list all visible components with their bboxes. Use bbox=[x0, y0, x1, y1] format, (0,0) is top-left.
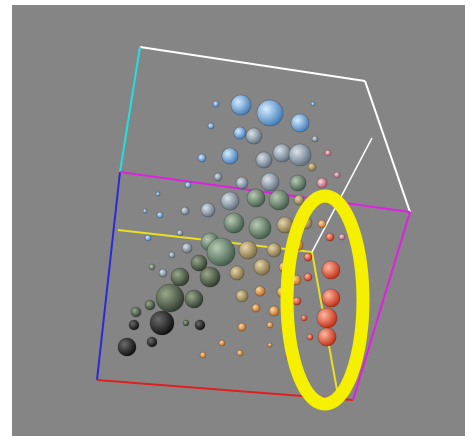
data-sphere bbox=[256, 99, 284, 127]
data-sphere bbox=[235, 176, 249, 190]
data-sphere bbox=[324, 149, 332, 157]
data-sphere bbox=[184, 181, 192, 189]
data-sphere bbox=[233, 126, 247, 140]
data-sphere bbox=[310, 101, 316, 107]
data-sphere bbox=[254, 285, 266, 297]
data-sphere bbox=[316, 307, 338, 329]
section-plane-edge bbox=[119, 171, 411, 213]
data-sphere bbox=[148, 263, 156, 271]
data-sphere bbox=[144, 234, 152, 242]
data-sphere bbox=[190, 254, 208, 272]
data-sphere bbox=[221, 147, 239, 165]
data-sphere bbox=[316, 177, 328, 189]
data-sphere bbox=[289, 174, 307, 192]
highlight-ellipse bbox=[280, 189, 370, 411]
data-sphere bbox=[144, 299, 156, 311]
data-sphere bbox=[128, 319, 140, 331]
data-sphere bbox=[325, 232, 335, 242]
data-sphere bbox=[292, 296, 302, 306]
data-sphere bbox=[199, 266, 221, 288]
data-sphere bbox=[230, 94, 252, 116]
data-sphere bbox=[266, 242, 282, 258]
data-sphere bbox=[317, 219, 327, 229]
data-sphere bbox=[288, 143, 312, 167]
data-sphere bbox=[238, 240, 258, 260]
data-sphere bbox=[229, 265, 245, 281]
data-sphere bbox=[290, 113, 310, 133]
data-sphere bbox=[194, 319, 206, 331]
data-sphere bbox=[197, 153, 207, 163]
data-sphere bbox=[236, 349, 244, 357]
data-sphere bbox=[260, 172, 280, 192]
data-sphere bbox=[155, 191, 161, 197]
data-sphere bbox=[200, 202, 216, 218]
data-sphere bbox=[181, 242, 193, 254]
section-plane-edge bbox=[352, 211, 411, 401]
data-sphere bbox=[246, 188, 266, 208]
z-axis bbox=[119, 46, 141, 173]
data-sphere bbox=[255, 151, 273, 169]
data-sphere bbox=[182, 319, 190, 327]
data-sphere bbox=[212, 100, 220, 108]
data-sphere bbox=[117, 337, 137, 357]
data-sphere bbox=[272, 143, 292, 163]
data-sphere bbox=[235, 289, 249, 303]
box-edge bbox=[364, 80, 411, 213]
3d-viewport[interactable] bbox=[12, 5, 465, 436]
data-sphere bbox=[251, 303, 261, 313]
data-sphere bbox=[268, 305, 280, 317]
data-sphere bbox=[199, 351, 207, 359]
data-sphere bbox=[168, 251, 176, 259]
data-sphere bbox=[267, 342, 273, 348]
data-sphere bbox=[207, 122, 215, 130]
data-sphere bbox=[223, 212, 245, 234]
data-sphere bbox=[176, 229, 184, 237]
data-sphere bbox=[170, 267, 190, 287]
data-sphere bbox=[317, 327, 337, 347]
data-sphere bbox=[268, 189, 290, 211]
sphere-cloud bbox=[117, 94, 346, 361]
data-sphere bbox=[321, 288, 341, 308]
box-edge bbox=[139, 46, 366, 82]
data-sphere bbox=[248, 216, 272, 240]
data-sphere bbox=[206, 237, 236, 267]
data-sphere bbox=[142, 208, 148, 214]
data-sphere bbox=[180, 206, 190, 216]
data-sphere bbox=[184, 289, 204, 309]
data-sphere bbox=[266, 321, 274, 329]
data-sphere bbox=[321, 260, 341, 280]
scatter-3d-canvas[interactable] bbox=[12, 5, 465, 436]
data-sphere bbox=[338, 233, 346, 241]
data-sphere bbox=[156, 211, 164, 219]
data-sphere bbox=[303, 272, 313, 282]
data-sphere bbox=[237, 322, 247, 332]
data-sphere bbox=[213, 172, 223, 182]
data-sphere bbox=[220, 191, 240, 211]
data-sphere bbox=[218, 339, 226, 347]
box-edge-inner bbox=[311, 137, 373, 253]
data-sphere bbox=[306, 333, 314, 341]
data-sphere bbox=[303, 252, 313, 262]
data-sphere bbox=[293, 194, 305, 206]
data-sphere bbox=[158, 268, 168, 278]
data-sphere bbox=[253, 258, 271, 276]
data-sphere bbox=[130, 306, 142, 318]
y-axis bbox=[96, 171, 121, 381]
data-sphere bbox=[155, 283, 185, 313]
data-sphere bbox=[311, 135, 319, 143]
data-sphere bbox=[307, 162, 317, 172]
data-sphere bbox=[146, 336, 158, 348]
data-sphere bbox=[300, 314, 308, 322]
data-sphere bbox=[149, 310, 175, 336]
data-sphere bbox=[245, 127, 263, 145]
data-sphere bbox=[333, 171, 341, 179]
